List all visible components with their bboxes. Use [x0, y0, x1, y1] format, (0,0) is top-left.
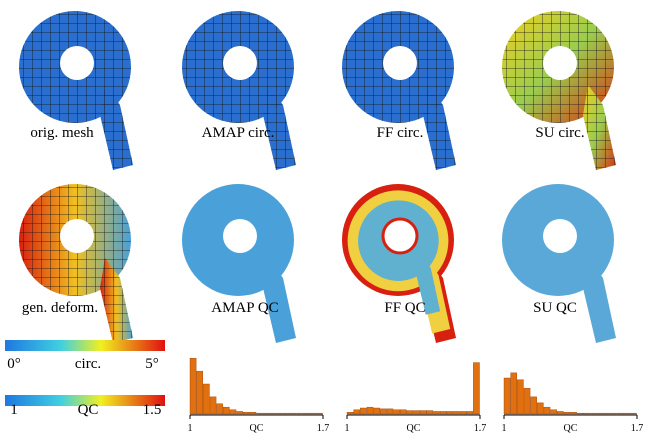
histogram-bar — [190, 358, 196, 414]
histogram-bar — [283, 413, 289, 414]
colorbar-label: QC — [78, 402, 99, 418]
histogram-bar — [604, 413, 610, 414]
histogram-bar — [467, 411, 473, 414]
histogram-bar — [394, 410, 400, 414]
colorbar-min: 1 — [10, 402, 18, 418]
mesh — [182, 11, 296, 170]
figure: orig. mesh AMAP circ. FF circ. SU circ. gen.… — [0, 0, 647, 445]
histogram-bar — [354, 410, 360, 414]
colorbar-max: 5° — [145, 356, 159, 372]
histogram-bar — [584, 413, 590, 414]
histogram-bar — [217, 404, 223, 414]
histogram-bar — [427, 411, 433, 414]
histogram-bar — [387, 409, 393, 414]
histogram-bar — [230, 410, 236, 414]
histogram-bar — [630, 413, 636, 414]
histogram-bar — [270, 413, 276, 414]
colorbar-label: circ. — [75, 356, 101, 372]
histogram-bar — [203, 384, 209, 414]
histogram-bar — [374, 408, 380, 414]
x-tick-label: 1 — [502, 423, 507, 434]
panel-label: SU QC — [533, 300, 577, 316]
histogram-bar — [564, 412, 570, 414]
histogram-bar — [617, 413, 623, 414]
histogram-bar — [367, 407, 373, 414]
histogram-bar — [243, 412, 249, 414]
histogram-bar — [347, 412, 353, 414]
histogram-bar — [303, 413, 309, 414]
histogram-bar — [537, 403, 543, 414]
mesh — [502, 11, 616, 170]
axis-label: QC — [407, 423, 421, 434]
histogram-bar — [531, 397, 537, 414]
panel-label: orig. mesh — [30, 125, 94, 141]
x-tick-label: 1 — [188, 423, 193, 434]
panel-label: gen. deform. — [22, 300, 98, 316]
histogram-bar — [210, 397, 216, 414]
histogram-bar — [276, 413, 282, 414]
histogram-bar — [360, 408, 366, 414]
x-tick-label: 1.7 — [317, 423, 330, 434]
mesh — [19, 184, 133, 343]
histogram-bar — [624, 413, 630, 414]
histogram-bar — [453, 411, 459, 414]
panel-label: AMAP circ. — [202, 125, 275, 141]
histogram-bar — [310, 413, 316, 414]
histogram-bar — [590, 413, 596, 414]
histogram-bar — [197, 371, 203, 414]
mesh — [502, 184, 616, 343]
histogram-bar — [223, 407, 229, 414]
colorbar-min: 0° — [7, 356, 21, 372]
histogram-bar — [400, 410, 406, 414]
histogram-bar — [511, 373, 517, 414]
axis-label: QC — [564, 423, 578, 434]
histogram-bar — [296, 413, 302, 414]
histogram-bar — [433, 411, 439, 414]
histogram-bar — [551, 410, 557, 414]
histogram-bar — [544, 407, 550, 414]
x-tick-label: 1.7 — [474, 423, 487, 434]
histogram-bar — [577, 413, 583, 414]
colorbar — [5, 340, 165, 351]
histogram-bar — [597, 413, 603, 414]
mesh — [342, 184, 456, 343]
histogram-bar — [407, 411, 413, 414]
panel-label: FF circ. — [377, 125, 424, 141]
mesh — [182, 184, 296, 343]
x-tick-label: 1.7 — [631, 423, 644, 434]
histogram-bar — [237, 411, 243, 414]
histogram-bar — [557, 411, 563, 414]
histogram-bar — [420, 411, 426, 414]
histogram-bar — [504, 378, 510, 414]
mesh — [19, 11, 133, 170]
histogram-bar — [610, 413, 616, 414]
meshes — [19, 11, 616, 343]
histogram-bar — [380, 409, 386, 414]
histogram-bar — [414, 411, 420, 414]
histogram-bar — [460, 411, 466, 414]
colorbar-max: 1.5 — [143, 402, 162, 418]
panel-label: FF QC — [384, 300, 425, 316]
histogram-bar — [517, 380, 523, 414]
panel-label: AMAP QC — [211, 300, 278, 316]
histogram-bar — [263, 413, 269, 414]
histogram-bar — [250, 412, 256, 414]
histogram-bar — [447, 411, 453, 414]
histogram-bar — [290, 413, 296, 414]
histogram-bar — [473, 363, 479, 414]
histogram-bar — [316, 413, 322, 414]
histogram-bar — [571, 412, 577, 414]
histogram-bar — [257, 413, 263, 414]
histogram-bar — [440, 411, 446, 414]
mesh — [342, 11, 456, 170]
panel-label: SU circ. — [535, 125, 584, 141]
axis-label: QC — [250, 423, 264, 434]
x-tick-label: 1 — [345, 423, 350, 434]
histogram-bar — [524, 388, 530, 414]
